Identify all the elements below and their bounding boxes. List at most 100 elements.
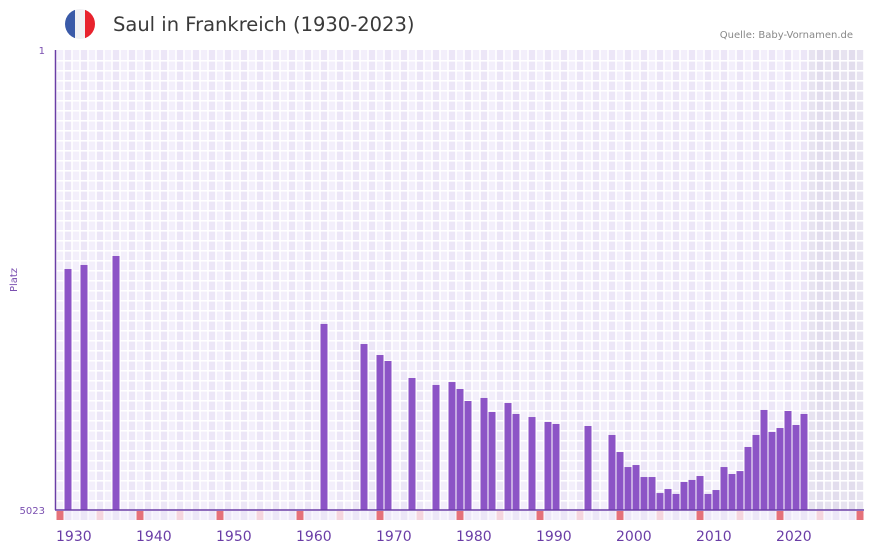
- year-cell: [240, 511, 248, 520]
- rank-bar[interactable]: 1981: 3833: [464, 400, 472, 510]
- rank-bar[interactable]: 2009: 4695: [688, 479, 696, 510]
- rank-bar[interactable]: 2020: 4128: [776, 428, 784, 510]
- decade-marker: [136, 511, 144, 520]
- flag-stripe-blue: [65, 9, 75, 39]
- rank-bar[interactable]: 1987: 3975: [512, 414, 520, 510]
- grid-hline: [56, 370, 864, 372]
- rank-bar[interactable]: 2010: 4652: [696, 476, 704, 510]
- rank-bar[interactable]: 2014: 4630: [728, 474, 736, 510]
- rank-bar[interactable]: 2019: 4171: [768, 431, 776, 510]
- grid-vline: [271, 50, 273, 510]
- rank-bar[interactable]: 2004: 4663: [648, 477, 656, 510]
- year-cell: [112, 511, 120, 520]
- rank-bar[interactable]: 2017: 4204: [752, 434, 760, 510]
- grid-vline: [415, 50, 417, 510]
- grid-vline: [727, 50, 729, 510]
- rank-bar[interactable]: 2008: 4717: [680, 481, 688, 510]
- rank-bar[interactable]: 1980: 3702: [456, 389, 464, 510]
- rank-bar[interactable]: 2005: 4838: [656, 493, 664, 510]
- grid-vline: [191, 50, 193, 510]
- grid-hline: [56, 300, 864, 302]
- rank-bar[interactable]: 2002: 4532: [632, 465, 640, 510]
- year-cell: [528, 511, 536, 520]
- rank-bar[interactable]: 1937: 2250: [112, 256, 120, 510]
- grid-vline: [471, 50, 473, 510]
- rank-bar[interactable]: 2000: 4390: [616, 452, 624, 510]
- grid-vline: [511, 50, 513, 510]
- rank-bar[interactable]: 1984: 3953: [488, 411, 496, 510]
- rank-bar[interactable]: 1992: 4084: [552, 423, 560, 510]
- grid-vline: [551, 50, 553, 510]
- rank-bar[interactable]: 2001: 4554: [624, 467, 632, 510]
- rank-bar[interactable]: 1983: 3800: [480, 397, 488, 510]
- rank-bar[interactable]: 1974: 3582: [408, 378, 416, 510]
- rank-bar[interactable]: 2021: 3942: [784, 410, 792, 510]
- rank-bar[interactable]: 2013: 4554: [720, 467, 728, 510]
- half-decade-marker: [656, 511, 664, 520]
- grid-vline: [359, 50, 361, 510]
- year-cell: [760, 511, 768, 520]
- year-cell: [840, 511, 848, 520]
- decade-marker: [376, 511, 384, 520]
- year-cell: [88, 511, 96, 520]
- year-cell: [752, 511, 760, 520]
- rank-bar[interactable]: 2007: 4848: [672, 493, 680, 510]
- grid-vline: [623, 50, 625, 510]
- grid-vline: [103, 50, 105, 510]
- rank-bar[interactable]: 1977: 3658: [432, 384, 440, 510]
- rank-bar[interactable]: 1979: 3626: [448, 382, 456, 510]
- rank-bar[interactable]: 1986: 3855: [504, 403, 512, 510]
- grid-vline: [719, 50, 721, 510]
- grid-vline: [423, 50, 425, 510]
- rank-bar[interactable]: 2003: 4663: [640, 477, 648, 510]
- x-tick-label: 1940: [136, 529, 172, 545]
- rank-bar[interactable]: 2015: 4598: [736, 471, 744, 510]
- rank-bar[interactable]: 2016: 4335: [744, 446, 752, 510]
- rank-bar[interactable]: 1931: 2392: [64, 269, 72, 510]
- rank-bar[interactable]: 2018: 3931: [760, 409, 768, 510]
- grid-vline: [207, 50, 209, 510]
- year-cell: [712, 511, 720, 520]
- rank-bar[interactable]: 1999: 4204: [608, 434, 616, 510]
- rank-bar[interactable]: 1989: 4008: [528, 417, 536, 510]
- rank-bar[interactable]: 1991: 4062: [544, 421, 552, 510]
- rank-bar[interactable]: 1970: 3331: [376, 355, 384, 510]
- grid-vline: [855, 50, 857, 510]
- rank-bar[interactable]: 1971: 3396: [384, 360, 392, 510]
- grid-vline: [647, 50, 649, 510]
- year-cell: [552, 511, 560, 520]
- grid-vline: [487, 50, 489, 510]
- year-cell: [632, 511, 640, 520]
- grid-hline: [56, 210, 864, 212]
- grid-hline: [56, 270, 864, 272]
- year-cell: [728, 511, 736, 520]
- year-cell: [312, 511, 320, 520]
- year-cell: [280, 511, 288, 520]
- grid-hline: [56, 80, 864, 82]
- year-cell: [368, 511, 376, 520]
- grid-vline: [319, 50, 321, 510]
- year-cell: [144, 511, 152, 520]
- year-cell: [184, 511, 192, 520]
- rank-bar[interactable]: 1933: 2348: [80, 264, 88, 510]
- rank-bar[interactable]: 2023: 3975: [800, 414, 808, 510]
- rank-bar[interactable]: 2006: 4794: [664, 489, 672, 510]
- rank-bar[interactable]: 1963: 2992: [320, 323, 328, 510]
- rank-bar[interactable]: 1996: 4106: [584, 426, 592, 510]
- grid-hline: [56, 220, 864, 222]
- rank-bar[interactable]: 2022: 4095: [792, 424, 800, 510]
- grid-hline: [56, 320, 864, 322]
- year-cell: [304, 511, 312, 520]
- rank-bar[interactable]: 2011: 4848: [704, 493, 712, 510]
- grid-vline: [799, 50, 801, 510]
- decade-marker: [216, 511, 224, 520]
- grid-vline: [391, 50, 393, 510]
- grid-vline: [335, 50, 337, 510]
- year-cell: [152, 511, 160, 520]
- grid-hline: [56, 380, 864, 382]
- grid-vline: [63, 50, 65, 510]
- rank-bar[interactable]: 1968: 3211: [360, 344, 368, 510]
- year-cell: [824, 511, 832, 520]
- rank-bar[interactable]: 2012: 4805: [712, 490, 720, 510]
